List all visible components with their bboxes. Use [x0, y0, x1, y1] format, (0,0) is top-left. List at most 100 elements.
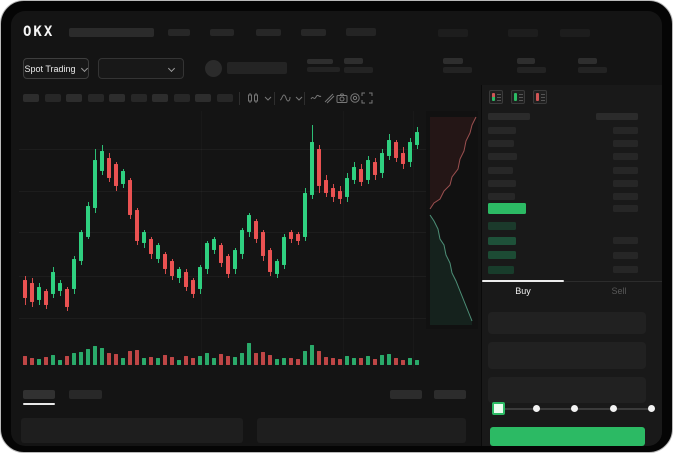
volume-bar [282, 357, 286, 365]
candle-body [114, 164, 118, 187]
orderbook-amount-bar [613, 205, 638, 212]
candle-body [289, 232, 293, 239]
pair-dropdown[interactable] [98, 58, 184, 79]
nav-skeleton[interactable] [168, 29, 190, 36]
buy-submit-button[interactable] [490, 427, 645, 446]
volume-bar [317, 351, 321, 365]
candle-body [303, 192, 307, 237]
topbar-right-skeleton[interactable] [438, 29, 468, 37]
candle-body [163, 254, 167, 270]
orderbook-amount-bar [613, 266, 638, 274]
orderbook-amount-bar [613, 140, 638, 148]
order-panel: Buy Sell [481, 85, 662, 446]
volume-bar [51, 354, 55, 365]
volume-bar [100, 348, 104, 365]
camera-icon[interactable] [336, 92, 349, 105]
bottom-tab-active[interactable] [23, 390, 55, 399]
total-field[interactable] [488, 377, 646, 403]
market-type-dropdown[interactable]: Spot Trading [23, 58, 89, 79]
candle-body [212, 238, 216, 250]
fullscreen-icon[interactable] [361, 92, 374, 105]
tab-sell[interactable]: Sell [611, 286, 627, 296]
nav-skeleton[interactable] [301, 29, 326, 36]
amount-slider[interactable] [492, 402, 655, 415]
volume-bar [58, 359, 62, 365]
volume-bar [303, 350, 307, 365]
indicator-icon[interactable] [279, 92, 292, 105]
volume-bar [338, 358, 342, 365]
orderbook-bids-icon[interactable] [511, 90, 525, 104]
bottom-panel-box[interactable] [257, 418, 466, 443]
candle-body [58, 282, 62, 292]
bottom-panel-box[interactable] [21, 418, 243, 443]
orderbook-both-icon[interactable] [489, 90, 503, 104]
candlestick-chart[interactable] [19, 111, 427, 369]
nav-skeleton[interactable] [346, 28, 376, 36]
candle-body [156, 245, 160, 259]
orderbook-depth-bar [488, 251, 516, 260]
candle-body [373, 162, 377, 176]
slider-stop[interactable] [532, 405, 540, 412]
topbar-right-skeleton[interactable] [560, 29, 590, 37]
coin-icon [205, 60, 222, 77]
orderbook-amount-bar [613, 193, 638, 200]
candle-body [135, 210, 139, 242]
volume-bar [107, 352, 111, 365]
slider-stop[interactable] [648, 405, 655, 412]
candle-body [198, 267, 202, 290]
volume-bar [345, 355, 349, 365]
bottom-action-skeleton[interactable] [434, 390, 466, 399]
nav-skeleton[interactable] [210, 29, 234, 36]
topbar: OKX [11, 11, 662, 51]
orderbook-amount-bar [613, 237, 638, 245]
volume-bar [254, 353, 258, 365]
line-style-icon[interactable] [310, 92, 323, 105]
chevron-down-icon[interactable] [295, 92, 308, 105]
orderbook-depth-bar [488, 236, 516, 245]
slider-stop[interactable] [571, 405, 578, 412]
draw-tools-icon[interactable] [323, 92, 336, 105]
nav-skeleton[interactable] [256, 29, 281, 36]
volume-bar [415, 360, 419, 365]
volume-bar [170, 357, 174, 365]
chevron-down-icon[interactable] [264, 92, 277, 105]
price-field[interactable] [488, 312, 646, 334]
volume-bar [219, 354, 223, 365]
candle-body [275, 260, 279, 274]
toolbar-skeleton [130, 94, 147, 102]
candlestick-chart-icon[interactable] [247, 92, 260, 105]
settings-icon[interactable] [349, 92, 362, 105]
depth-chart[interactable] [426, 111, 478, 329]
orderbook-depth-bar [488, 153, 517, 161]
toolbar-skeleton [216, 94, 233, 102]
volume-bar [394, 357, 398, 365]
bottom-action-skeleton[interactable] [390, 390, 422, 399]
candle-body [296, 234, 300, 241]
slider-stop[interactable] [609, 405, 617, 412]
candle-body [268, 249, 272, 272]
buy-tab-indicator [482, 280, 564, 282]
volume-bar [191, 357, 195, 365]
bottom-tab[interactable] [69, 390, 102, 399]
stat-skeleton [578, 67, 607, 73]
orderbook-asks-icon[interactable] [533, 90, 547, 104]
volume-bar [247, 343, 251, 365]
candle-body [121, 170, 125, 185]
volume-bar [324, 356, 328, 365]
tab-buy[interactable]: Buy [515, 286, 531, 296]
volume-bar [366, 356, 370, 365]
volume-bar [408, 358, 412, 365]
candle-body [44, 291, 48, 305]
amount-field[interactable] [488, 342, 646, 369]
slider-handle[interactable] [492, 402, 505, 415]
volume-bar [380, 355, 384, 365]
topbar-right-skeleton[interactable] [508, 29, 538, 37]
candle-body [254, 221, 258, 239]
search-skeleton[interactable] [69, 28, 154, 37]
candle-body [107, 157, 111, 178]
market-type-label: Spot Trading [24, 63, 76, 74]
chevron-down-icon [81, 65, 88, 72]
volume-bar [44, 356, 48, 365]
volume-bar [156, 357, 160, 365]
